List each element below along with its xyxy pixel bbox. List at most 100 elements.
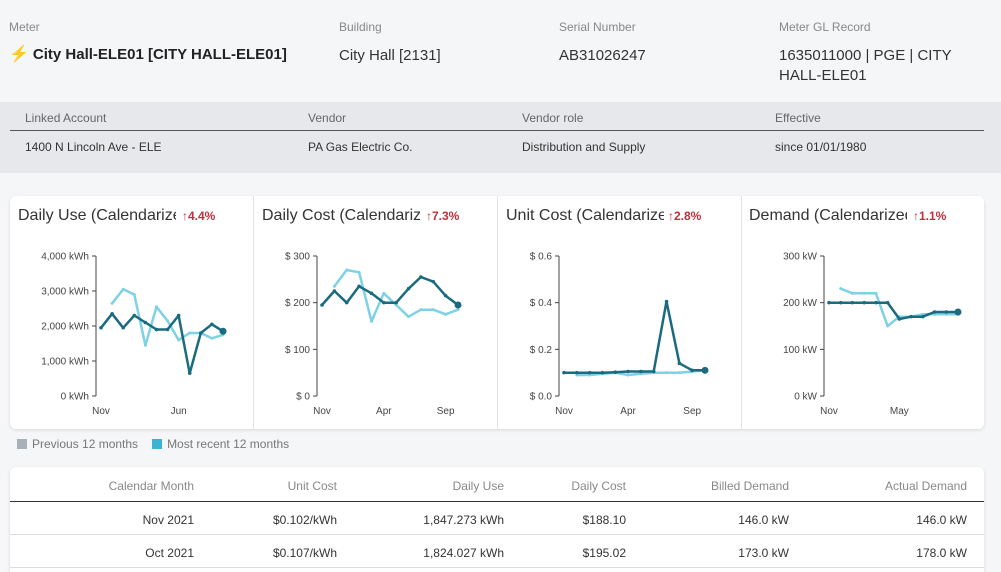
legend-swatch-previous xyxy=(17,439,27,449)
building-label: Building xyxy=(339,20,382,34)
daily-cost-chart[interactable]: $ 0 $ 100 $ 200 $ 300 Nov Apr Sep xyxy=(254,236,498,426)
previous-point xyxy=(188,331,192,335)
demand-chart[interactable]: 0 kW 100 kW 200 kW 300 kW Nov May xyxy=(741,236,985,426)
cell-unit-cost: $0.107/kWh xyxy=(272,546,337,560)
daily-use-card[interactable]: Daily Use (Calendarized) ↑4.4% 0 kWh 1,00… xyxy=(10,196,254,429)
y-tick-label: 300 kW xyxy=(783,252,817,263)
meter-value[interactable]: ⚡ City Hall-ELE01 [CITY HALL-ELE01] xyxy=(9,45,287,65)
col-daily-use[interactable]: Daily Use xyxy=(452,479,504,493)
linked-account-value[interactable]: 1400 N Lincoln Ave - ELE xyxy=(25,140,162,154)
recent-point xyxy=(369,291,374,296)
recent-point xyxy=(210,322,214,327)
recent-point xyxy=(165,327,170,332)
recent-point xyxy=(626,369,630,374)
previous-point xyxy=(121,287,125,291)
vendor-role-value: Distribution and Supply xyxy=(522,140,646,154)
y-tick-label: $ 100 xyxy=(285,345,310,356)
recent-point xyxy=(885,300,890,305)
meter-name[interactable]: City Hall-ELE01 [CITY HALL-ELE01] xyxy=(32,46,287,63)
recent-point xyxy=(850,300,855,305)
col-actual-demand[interactable]: Actual Demand xyxy=(884,479,967,493)
y-tick-label: 0 kW xyxy=(794,392,817,403)
col-unit-cost[interactable]: Unit Cost xyxy=(287,479,337,493)
recent-point xyxy=(199,331,203,335)
previous-point xyxy=(444,312,448,316)
previous-point xyxy=(110,301,114,305)
gl-record-value: 1635011000 | PGE | CITY HALL-ELE01 xyxy=(779,47,952,84)
legend-label: Previous 12 months xyxy=(32,437,139,451)
unit-cost-card[interactable]: Unit Cost (Calendarized) ↑2.8% $ 0.0 $ 0.… xyxy=(498,196,742,429)
recent-point xyxy=(143,320,148,325)
change-badge: ↑4.4% xyxy=(182,209,216,223)
recent-point xyxy=(99,325,103,330)
previous-point xyxy=(850,291,854,295)
daily-use-chart[interactable]: 0 kWh 1,000 kWh 2,000 kWh 3,000 kWh 4,000 kW… xyxy=(10,236,254,426)
x-tick-label: Jun xyxy=(171,406,187,417)
recent-point xyxy=(613,370,618,374)
recent-point xyxy=(176,313,181,318)
recent-point xyxy=(600,370,605,375)
legend-recent[interactable]: Most recent 12 months xyxy=(152,437,289,451)
previous-point xyxy=(357,270,361,274)
recent-point xyxy=(332,289,337,293)
x-tick-label: Sep xyxy=(437,406,455,417)
gl-record-field: Meter GL Record 1635011000 | PGE | CITY … xyxy=(779,20,979,86)
recent-point xyxy=(394,300,398,305)
card-title: Unit Cost (Calendarized) xyxy=(506,207,664,224)
x-tick-label: Nov xyxy=(555,406,573,417)
chart-legend: Previous 12 months Most recent 12 months xyxy=(17,437,303,451)
recent-point xyxy=(921,314,925,319)
previous-point xyxy=(886,324,890,328)
x-tick-label: Nov xyxy=(92,406,110,417)
y-tick-label: 2,000 kWh xyxy=(41,322,89,333)
recent-point xyxy=(677,361,682,366)
legend-previous[interactable]: Previous 12 months xyxy=(17,437,138,451)
cell-unit-cost: $0.102/kWh xyxy=(272,513,337,527)
y-tick-label: 100 kW xyxy=(783,345,817,356)
col-billed-demand[interactable]: Billed Demand xyxy=(710,479,789,493)
cell-actual-demand: 178.0 kW xyxy=(916,546,967,560)
previous-point xyxy=(456,308,460,312)
linked-account-panel: Linked Account Vendor Vendor role Effect… xyxy=(0,102,1001,173)
demand-card[interactable]: Demand (Calendarized) ↑1.1% 0 kW 100 kW 20… xyxy=(741,196,985,429)
x-tick-label: Apr xyxy=(620,406,636,417)
cell-daily-use: 1,824.027 kWh xyxy=(423,546,504,560)
building-value: City Hall [2131] xyxy=(339,47,441,64)
previous-point xyxy=(419,308,423,312)
x-tick-label: Nov xyxy=(820,406,838,417)
recent-point xyxy=(382,300,386,305)
recent-point xyxy=(909,314,913,319)
effective-header: Effective xyxy=(775,111,821,125)
col-calendar-month[interactable]: Calendar Month xyxy=(108,479,194,493)
serial-value: AB31026247 xyxy=(559,47,646,64)
previous-point xyxy=(166,319,170,323)
y-tick-label: 0 kWh xyxy=(61,392,89,403)
recent-point xyxy=(454,301,462,309)
legend-label: Most recent 12 months xyxy=(167,437,290,451)
serial-label: Serial Number xyxy=(559,20,636,34)
x-tick-label: May xyxy=(890,406,909,417)
vendor-header: Vendor xyxy=(308,111,347,125)
recent-point xyxy=(154,327,159,332)
previous-point xyxy=(210,336,214,340)
x-tick-label: Sep xyxy=(683,406,701,417)
previous-point xyxy=(132,293,136,296)
y-tick-label: 200 kW xyxy=(783,298,817,309)
col-daily-cost[interactable]: Daily Cost xyxy=(571,479,626,493)
recent-series-line xyxy=(827,301,960,321)
vendor-value[interactable]: PA Gas Electric Co. xyxy=(308,140,413,154)
y-tick-label: $ 200 xyxy=(285,298,310,309)
previous-point xyxy=(677,371,681,375)
charts-panel: Daily Use (Calendarized) ↑4.4% 0 kWh 1,00… xyxy=(10,196,984,429)
card-title: Daily Use (Calendarized) xyxy=(18,207,176,224)
daily-cost-card[interactable]: Daily Cost (Calendarized) ↑7.3% $ 0 $ 100… xyxy=(254,196,498,429)
table-row[interactable]: Nov 2021 $0.102/kWh 1,847.273 kWh $188.1… xyxy=(10,502,984,535)
y-tick-label: $ 0.0 xyxy=(530,392,553,403)
cell-billed-demand: 146.0 kW xyxy=(738,513,789,527)
table-row[interactable]: Oct 2021 $0.107/kWh 1,824.027 kWh $195.0… xyxy=(10,535,984,568)
recent-point xyxy=(862,300,866,305)
gl-record-label: Meter GL Record xyxy=(779,20,871,34)
y-tick-label: $ 0 xyxy=(296,392,310,403)
recent-point xyxy=(357,284,361,289)
unit-cost-chart[interactable]: $ 0.0 $ 0.2 $ 0.4 $ 0.6 Nov Apr Sep xyxy=(498,236,742,426)
